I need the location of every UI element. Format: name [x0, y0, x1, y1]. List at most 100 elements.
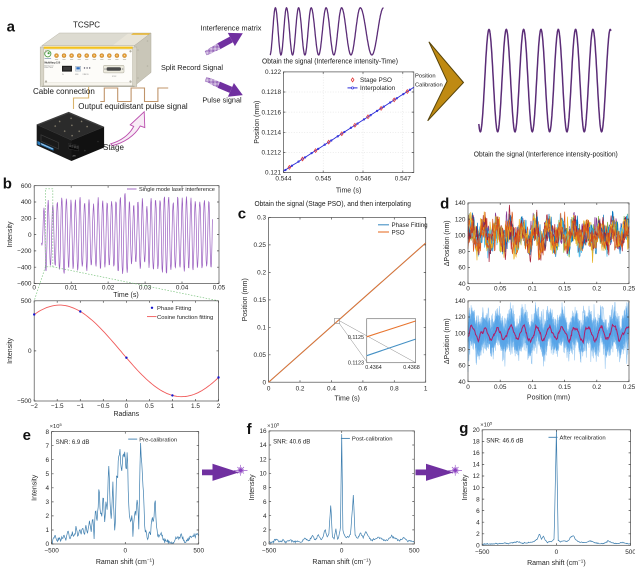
svg-text:0.2: 0.2: [592, 286, 601, 293]
svg-text:STATUS: STATUS: [83, 73, 89, 76]
svg-text:500: 500: [409, 548, 420, 555]
svg-text:200: 200: [21, 216, 32, 223]
svg-text:0.2: 0.2: [296, 386, 305, 393]
svg-text:Interference matrix: Interference matrix: [201, 24, 262, 33]
svg-text:Cosine function fitting: Cosine function fitting: [157, 315, 213, 321]
svg-text:6: 6: [476, 508, 480, 515]
svg-text:2: 2: [476, 531, 480, 538]
svg-text:2: 2: [217, 403, 221, 410]
svg-text:0.25: 0.25: [623, 286, 635, 293]
svg-text:Position (mm): Position (mm): [242, 278, 249, 321]
svg-text:IN: IN: [62, 74, 64, 76]
svg-text:−500: −500: [475, 549, 490, 556]
svg-text:0.05: 0.05: [254, 352, 267, 359]
svg-text:Position (mm): Position (mm): [527, 395, 570, 402]
svg-text:0.1: 0.1: [528, 286, 537, 293]
svg-text:0.545: 0.545: [315, 176, 331, 183]
svg-text:16: 16: [473, 450, 481, 457]
svg-text:7: 7: [46, 443, 50, 450]
svg-text:0: 0: [466, 286, 470, 293]
svg-text:100: 100: [455, 232, 466, 239]
svg-text:14: 14: [259, 442, 267, 449]
svg-text:18: 18: [473, 439, 481, 446]
svg-text:16: 16: [259, 428, 267, 435]
svg-text:0: 0: [466, 384, 470, 391]
svg-text:0: 0: [263, 541, 267, 548]
svg-text:×105: ×105: [480, 420, 493, 428]
svg-text:Multichannel: Multichannel: [45, 64, 55, 67]
svg-text:0.546: 0.546: [355, 176, 371, 183]
svg-text:Position: Position: [415, 74, 436, 80]
svg-text:0.25: 0.25: [623, 384, 635, 391]
svg-text:ΔPosition (nm): ΔPosition (nm): [444, 318, 451, 364]
svg-text:ΔPosition (nm): ΔPosition (nm): [444, 220, 451, 266]
svg-text:−2: −2: [31, 403, 39, 410]
svg-text:−400: −400: [17, 264, 32, 271]
svg-text:120: 120: [455, 216, 466, 223]
svg-text:SYNC: SYNC: [112, 76, 117, 78]
svg-text:Stage PSO: Stage PSO: [360, 77, 392, 84]
svg-text:Raman shift (cm−1): Raman shift (cm−1): [527, 559, 586, 567]
svg-text:b: b: [3, 176, 12, 193]
svg-text:Obtain the signal (Stage PSO),: Obtain the signal (Stage PSO), and then …: [254, 199, 411, 208]
svg-text:2: 2: [46, 513, 50, 520]
svg-text:Output equidistant pulse signa: Output equidistant pulse signal: [78, 102, 188, 111]
svg-text:−500: −500: [262, 548, 277, 555]
svg-text:0.1123: 0.1123: [348, 360, 364, 366]
svg-text:0: 0: [267, 386, 271, 393]
svg-text:0.1216: 0.1216: [261, 109, 281, 116]
svg-text:6: 6: [46, 457, 50, 464]
svg-text:0: 0: [340, 548, 344, 555]
svg-text:0.15: 0.15: [558, 286, 571, 293]
svg-text:0.15: 0.15: [254, 297, 267, 304]
svg-text:400: 400: [21, 199, 32, 206]
svg-text:0.8: 0.8: [390, 386, 399, 393]
svg-text:Calibration: Calibration: [415, 83, 443, 89]
svg-text:0.2: 0.2: [592, 384, 601, 391]
svg-text:140: 140: [455, 200, 466, 207]
svg-text:60: 60: [458, 265, 466, 272]
svg-text:0.1214: 0.1214: [261, 129, 281, 136]
svg-text:80: 80: [458, 347, 466, 354]
svg-text:0.04: 0.04: [176, 285, 189, 292]
svg-text:14: 14: [473, 462, 481, 469]
svg-text:10: 10: [259, 471, 267, 478]
svg-text:Intensity: Intensity: [7, 221, 14, 248]
svg-text:40: 40: [458, 281, 466, 288]
svg-text:4: 4: [476, 519, 480, 526]
svg-text:Time (s): Time (s): [336, 188, 361, 195]
svg-text:0: 0: [555, 549, 559, 556]
svg-text:0: 0: [476, 543, 480, 550]
svg-text:Intensity: Intensity: [462, 474, 469, 501]
svg-text:0.03: 0.03: [139, 285, 152, 292]
svg-text:Stage: Stage: [103, 143, 124, 152]
svg-text:0.02: 0.02: [102, 285, 115, 292]
svg-text:Pre-calibration: Pre-calibration: [139, 437, 177, 443]
svg-text:1: 1: [46, 527, 50, 534]
svg-text:a: a: [7, 19, 16, 36]
svg-text:Phase Fitting: Phase Fitting: [392, 222, 429, 229]
svg-text:20: 20: [473, 427, 481, 434]
svg-text:Split Record Signal: Split Record Signal: [161, 63, 223, 72]
svg-text:0.25: 0.25: [254, 242, 267, 249]
svg-text:8: 8: [476, 496, 480, 503]
svg-text:Time (s): Time (s): [334, 396, 359, 403]
svg-text:0.05: 0.05: [494, 286, 507, 293]
svg-text:1: 1: [424, 386, 428, 393]
svg-text:8: 8: [46, 429, 50, 436]
svg-text:4: 4: [46, 485, 50, 492]
svg-text:0.4364: 0.4364: [365, 365, 382, 371]
svg-text:0: 0: [124, 548, 128, 555]
svg-text:−0.5: −0.5: [97, 403, 110, 410]
svg-text:×105: ×105: [50, 422, 63, 430]
svg-text:ASI: ASI: [73, 155, 77, 158]
svg-text:×105: ×105: [267, 421, 280, 429]
svg-text:0.5: 0.5: [145, 403, 154, 410]
svg-text:600: 600: [21, 183, 32, 190]
svg-text:−600: −600: [17, 281, 32, 288]
svg-text:0: 0: [32, 285, 36, 292]
svg-text:120: 120: [455, 314, 466, 321]
svg-text:3: 3: [46, 499, 50, 506]
svg-text:Raman shift (cm−1): Raman shift (cm−1): [96, 557, 155, 565]
svg-text:f: f: [247, 421, 253, 438]
